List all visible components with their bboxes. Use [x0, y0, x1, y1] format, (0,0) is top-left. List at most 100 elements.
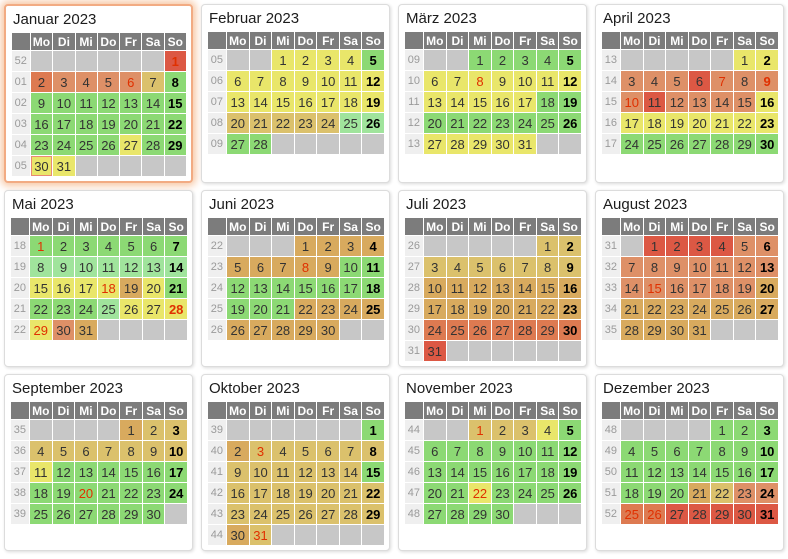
- day-cell-23[interactable]: 23: [733, 483, 756, 503]
- day-cell-2[interactable]: 2: [317, 236, 339, 256]
- day-cell-6[interactable]: 6: [120, 72, 142, 92]
- day-cell-7[interactable]: 7: [339, 441, 362, 461]
- day-cell-4[interactable]: 4: [643, 71, 666, 91]
- day-cell-25[interactable]: 25: [536, 113, 559, 133]
- day-cell-1[interactable]: 1: [272, 50, 294, 70]
- day-cell-11[interactable]: 11: [29, 462, 52, 482]
- day-cell-27[interactable]: 27: [249, 320, 272, 340]
- day-cell-11[interactable]: 11: [536, 71, 559, 91]
- day-cell-1[interactable]: 1: [469, 50, 491, 70]
- day-cell-21[interactable]: 21: [142, 114, 164, 134]
- day-cell-27[interactable]: 27: [75, 504, 97, 524]
- day-cell-29[interactable]: 29: [733, 134, 756, 154]
- day-cell-19[interactable]: 19: [643, 483, 666, 503]
- day-cell-10[interactable]: 10: [514, 441, 536, 461]
- day-cell-16[interactable]: 16: [491, 462, 514, 482]
- day-cell-30[interactable]: 30: [317, 320, 339, 340]
- day-cell-6[interactable]: 6: [756, 236, 778, 256]
- day-cell-17[interactable]: 17: [688, 278, 711, 298]
- day-cell-23[interactable]: 23: [491, 483, 514, 503]
- day-cell-24[interactable]: 24: [53, 135, 75, 155]
- day-cell-5[interactable]: 5: [559, 50, 581, 70]
- day-cell-21[interactable]: 21: [446, 113, 469, 133]
- day-cell-14[interactable]: 14: [249, 92, 272, 112]
- day-cell-24[interactable]: 24: [514, 113, 536, 133]
- day-cell-19[interactable]: 19: [362, 92, 384, 112]
- day-cell-27[interactable]: 27: [120, 135, 142, 155]
- day-cell-4[interactable]: 4: [536, 420, 559, 440]
- day-cell-30[interactable]: 30: [491, 134, 514, 154]
- day-cell-18[interactable]: 18: [272, 483, 294, 503]
- day-cell-7[interactable]: 7: [446, 71, 469, 91]
- day-cell-17[interactable]: 17: [339, 278, 362, 298]
- day-cell-31[interactable]: 31: [249, 525, 272, 545]
- day-cell-3[interactable]: 3: [75, 236, 97, 256]
- day-cell-18[interactable]: 18: [536, 92, 559, 112]
- day-cell-11[interactable]: 11: [620, 462, 643, 482]
- day-cell-31[interactable]: 31: [688, 320, 711, 340]
- day-cell-5[interactable]: 5: [362, 50, 384, 70]
- day-cell-26[interactable]: 26: [559, 483, 581, 503]
- day-cell-27[interactable]: 27: [226, 134, 249, 154]
- day-cell-13[interactable]: 13: [317, 462, 339, 482]
- day-cell-1[interactable]: 1: [536, 236, 559, 256]
- day-cell-13[interactable]: 13: [226, 92, 249, 112]
- day-cell-22[interactable]: 22: [294, 299, 317, 319]
- day-cell-15[interactable]: 15: [733, 92, 756, 112]
- day-cell-5[interactable]: 5: [52, 441, 75, 461]
- day-cell-9[interactable]: 9: [491, 71, 514, 91]
- day-cell-17[interactable]: 17: [53, 114, 75, 134]
- day-cell-6[interactable]: 6: [423, 71, 446, 91]
- day-cell-22[interactable]: 22: [120, 483, 142, 503]
- day-cell-14[interactable]: 14: [97, 462, 120, 482]
- day-cell-31[interactable]: 31: [75, 320, 97, 340]
- day-cell-16[interactable]: 16: [294, 92, 317, 112]
- day-cell-5[interactable]: 5: [643, 441, 666, 461]
- day-cell-18[interactable]: 18: [29, 483, 52, 503]
- day-cell-18[interactable]: 18: [75, 114, 97, 134]
- day-cell-19[interactable]: 19: [733, 278, 756, 298]
- day-cell-25[interactable]: 25: [362, 299, 384, 319]
- day-cell-26[interactable]: 26: [52, 504, 75, 524]
- day-cell-25[interactable]: 25: [446, 320, 469, 340]
- day-cell-29[interactable]: 29: [469, 134, 491, 154]
- day-cell-19[interactable]: 19: [120, 278, 142, 298]
- day-cell-10[interactable]: 10: [423, 278, 446, 298]
- day-cell-29[interactable]: 29: [362, 504, 384, 524]
- day-cell-21[interactable]: 21: [446, 483, 469, 503]
- day-cell-9[interactable]: 9: [226, 462, 249, 482]
- day-cell-12[interactable]: 12: [559, 441, 581, 461]
- day-cell-30[interactable]: 30: [733, 504, 756, 524]
- day-cell-31[interactable]: 31: [514, 134, 536, 154]
- day-cell-20[interactable]: 20: [317, 483, 339, 503]
- day-cell-28[interactable]: 28: [165, 299, 187, 319]
- day-cell-7[interactable]: 7: [165, 236, 187, 256]
- day-cell-24[interactable]: 24: [339, 299, 362, 319]
- day-cell-9[interactable]: 9: [294, 71, 317, 91]
- day-cell-23[interactable]: 23: [559, 299, 581, 319]
- day-cell-1[interactable]: 1: [294, 236, 317, 256]
- day-cell-7[interactable]: 7: [97, 441, 120, 461]
- day-cell-9[interactable]: 9: [30, 93, 53, 113]
- day-cell-8[interactable]: 8: [643, 257, 666, 277]
- day-cell-27[interactable]: 27: [756, 299, 778, 319]
- day-cell-13[interactable]: 13: [249, 278, 272, 298]
- day-cell-17[interactable]: 17: [756, 462, 778, 482]
- day-cell-27[interactable]: 27: [317, 504, 339, 524]
- day-cell-24[interactable]: 24: [317, 113, 339, 133]
- day-cell-27[interactable]: 27: [423, 134, 446, 154]
- day-cell-9[interactable]: 9: [142, 441, 165, 461]
- day-cell-9[interactable]: 9: [52, 257, 75, 277]
- day-cell-6[interactable]: 6: [226, 71, 249, 91]
- day-cell-22[interactable]: 22: [272, 113, 294, 133]
- day-cell-4[interactable]: 4: [711, 236, 733, 256]
- day-cell-12[interactable]: 12: [666, 92, 688, 112]
- day-cell-2[interactable]: 2: [733, 420, 756, 440]
- day-cell-21[interactable]: 21: [339, 483, 362, 503]
- day-cell-15[interactable]: 15: [272, 92, 294, 112]
- day-cell-9[interactable]: 9: [559, 257, 581, 277]
- day-cell-20[interactable]: 20: [423, 483, 446, 503]
- day-cell-5[interactable]: 5: [559, 420, 581, 440]
- day-cell-23[interactable]: 23: [52, 299, 75, 319]
- day-cell-24[interactable]: 24: [249, 504, 272, 524]
